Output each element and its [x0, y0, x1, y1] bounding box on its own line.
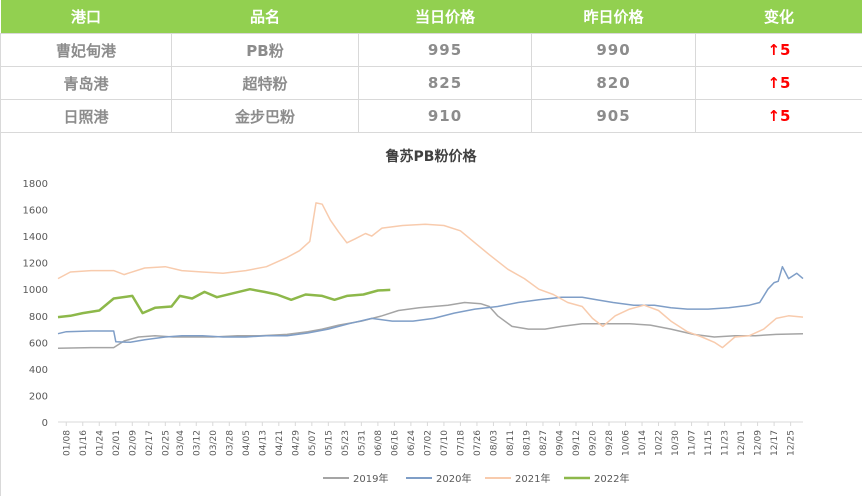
cell-port: 日照港 — [1, 100, 172, 133]
x-tick-label: 12/01 — [737, 430, 747, 456]
y-tick-label: 1600 — [23, 206, 48, 217]
table-row: 日照港 金步巴粉 910 905 ↑5 — [1, 100, 862, 133]
cell-product: 超特粉 — [172, 67, 359, 100]
legend-label: 2019年 — [353, 472, 388, 485]
y-tick-label: 800 — [29, 312, 48, 323]
x-tick-label: 11/15 — [704, 430, 714, 456]
chart-legend: 2019年 2020年 2021年 2022年 — [323, 472, 629, 485]
x-tick-label: 12/17 — [770, 430, 780, 456]
cell-today-price: 995 — [359, 34, 532, 67]
legend-label: 2021年 — [515, 472, 550, 485]
cell-port: 青岛港 — [1, 67, 172, 100]
price-chart: 鲁苏PB粉价格 0 200 400 600 800 1000 1200 1400 1600 180… — [0, 132, 862, 496]
x-tick-label: 01/16 — [79, 430, 89, 456]
x-tick-label: 01/08 — [62, 430, 72, 456]
cell-product: 金步巴粉 — [172, 100, 359, 133]
y-tick-label: 400 — [29, 365, 48, 376]
cell-product: PB粉 — [172, 34, 359, 67]
y-tick-label: 1200 — [23, 259, 48, 270]
x-tick-label: 06/24 — [407, 430, 417, 456]
x-tick-label: 03/20 — [209, 430, 219, 456]
series-line-3 — [58, 203, 803, 348]
y-tick-label: 1800 — [23, 179, 48, 190]
x-tick-label: 02/01 — [112, 430, 122, 456]
x-tick-label: 03/28 — [225, 430, 235, 456]
cell-change: ↑5 — [696, 67, 862, 100]
x-tick-label: 02/17 — [145, 430, 155, 456]
y-tick-label: 600 — [29, 338, 48, 349]
y-tick-label: 0 — [42, 418, 48, 429]
header-today-price: 当日价格 — [359, 0, 532, 34]
x-tick-label: 08/27 — [539, 430, 549, 456]
x-tick-label: 07/10 — [440, 430, 450, 456]
x-tick-label: 08/11 — [506, 430, 516, 456]
cell-yesterday-price: 905 — [532, 100, 696, 133]
y-axis: 0 200 400 600 800 1000 1200 1400 1600 1800 — [23, 179, 48, 429]
price-table: 港口 品名 当日价格 昨日价格 变化 曹妃甸港 PB粉 995 990 ↑5 青… — [0, 0, 862, 133]
x-tick-label: 04/13 — [258, 430, 268, 456]
y-tick-label: 1000 — [23, 285, 48, 296]
x-tick-label: 10/06 — [622, 430, 632, 456]
header-port: 港口 — [1, 0, 172, 34]
x-tick-label: 05/15 — [324, 430, 334, 456]
cell-port: 曹妃甸港 — [1, 34, 172, 67]
cell-today-price: 825 — [359, 67, 532, 100]
chart-title: 鲁苏PB粉价格 — [385, 148, 478, 165]
series-line-2 — [58, 267, 803, 343]
y-tick-label: 1400 — [23, 232, 48, 243]
x-tick-label: 04/21 — [275, 430, 285, 456]
x-tick-label: 06/16 — [390, 430, 400, 456]
x-tick-label: 03/04 — [176, 430, 186, 456]
x-tick-label: 05/23 — [341, 430, 351, 456]
x-tick-label: 04/29 — [291, 430, 301, 456]
x-tick-label: 10/14 — [638, 430, 648, 456]
header-change: 变化 — [696, 0, 862, 34]
cell-change: ↑5 — [696, 100, 862, 133]
x-tick-label: 07/02 — [423, 430, 433, 456]
series-layer — [58, 203, 803, 348]
legend-label: 2020年 — [436, 472, 471, 485]
x-tick-label: 09/12 — [572, 430, 582, 456]
table-row: 曹妃甸港 PB粉 995 990 ↑5 — [1, 34, 862, 67]
x-tick-label: 05/31 — [357, 430, 367, 456]
x-tick-label: 07/18 — [456, 430, 466, 456]
x-tick-label: 10/30 — [671, 430, 681, 456]
table-row: 青岛港 超特粉 825 820 ↑5 — [1, 67, 862, 100]
cell-today-price: 910 — [359, 100, 532, 133]
cell-yesterday-price: 820 — [532, 67, 696, 100]
x-tick-label: 08/19 — [522, 430, 532, 456]
cell-change: ↑5 — [696, 34, 862, 67]
x-axis: 01/08 01/16 01/24 02/01 02/09 02/17 02/25 03/04… — [58, 422, 803, 456]
x-tick-label: 07/26 — [473, 430, 483, 456]
x-tick-label: 11/07 — [688, 430, 698, 456]
x-tick-label: 06/08 — [374, 430, 384, 456]
x-tick-label: 05/07 — [308, 430, 318, 456]
x-tick-label: 12/25 — [787, 430, 797, 456]
y-tick-label: 200 — [29, 391, 48, 402]
x-tick-label: 03/12 — [192, 430, 202, 456]
x-tick-label: 04/05 — [242, 430, 252, 456]
cell-yesterday-price: 990 — [532, 34, 696, 67]
x-tick-label: 12/09 — [754, 430, 764, 456]
x-tick-label: 09/04 — [555, 430, 565, 456]
header-product: 品名 — [172, 0, 359, 34]
header-yesterday-price: 昨日价格 — [532, 0, 696, 34]
x-tick-label: 10/22 — [655, 430, 665, 456]
x-tick-label: 01/24 — [95, 430, 105, 456]
series-line-4 — [58, 289, 390, 317]
x-tick-label: 02/25 — [161, 430, 171, 456]
x-tick-label: 11/23 — [721, 430, 731, 456]
legend-label: 2022年 — [594, 472, 629, 485]
x-tick-label: 02/09 — [128, 430, 138, 456]
chart-svg: 鲁苏PB粉价格 0 200 400 600 800 1000 1200 1400 1600 180… — [1, 133, 862, 496]
x-tick-label: 09/20 — [589, 430, 599, 456]
x-tick-label: 09/28 — [605, 430, 615, 456]
table-header-row: 港口 品名 当日价格 昨日价格 变化 — [1, 0, 862, 34]
x-tick-label: 08/03 — [489, 430, 499, 456]
